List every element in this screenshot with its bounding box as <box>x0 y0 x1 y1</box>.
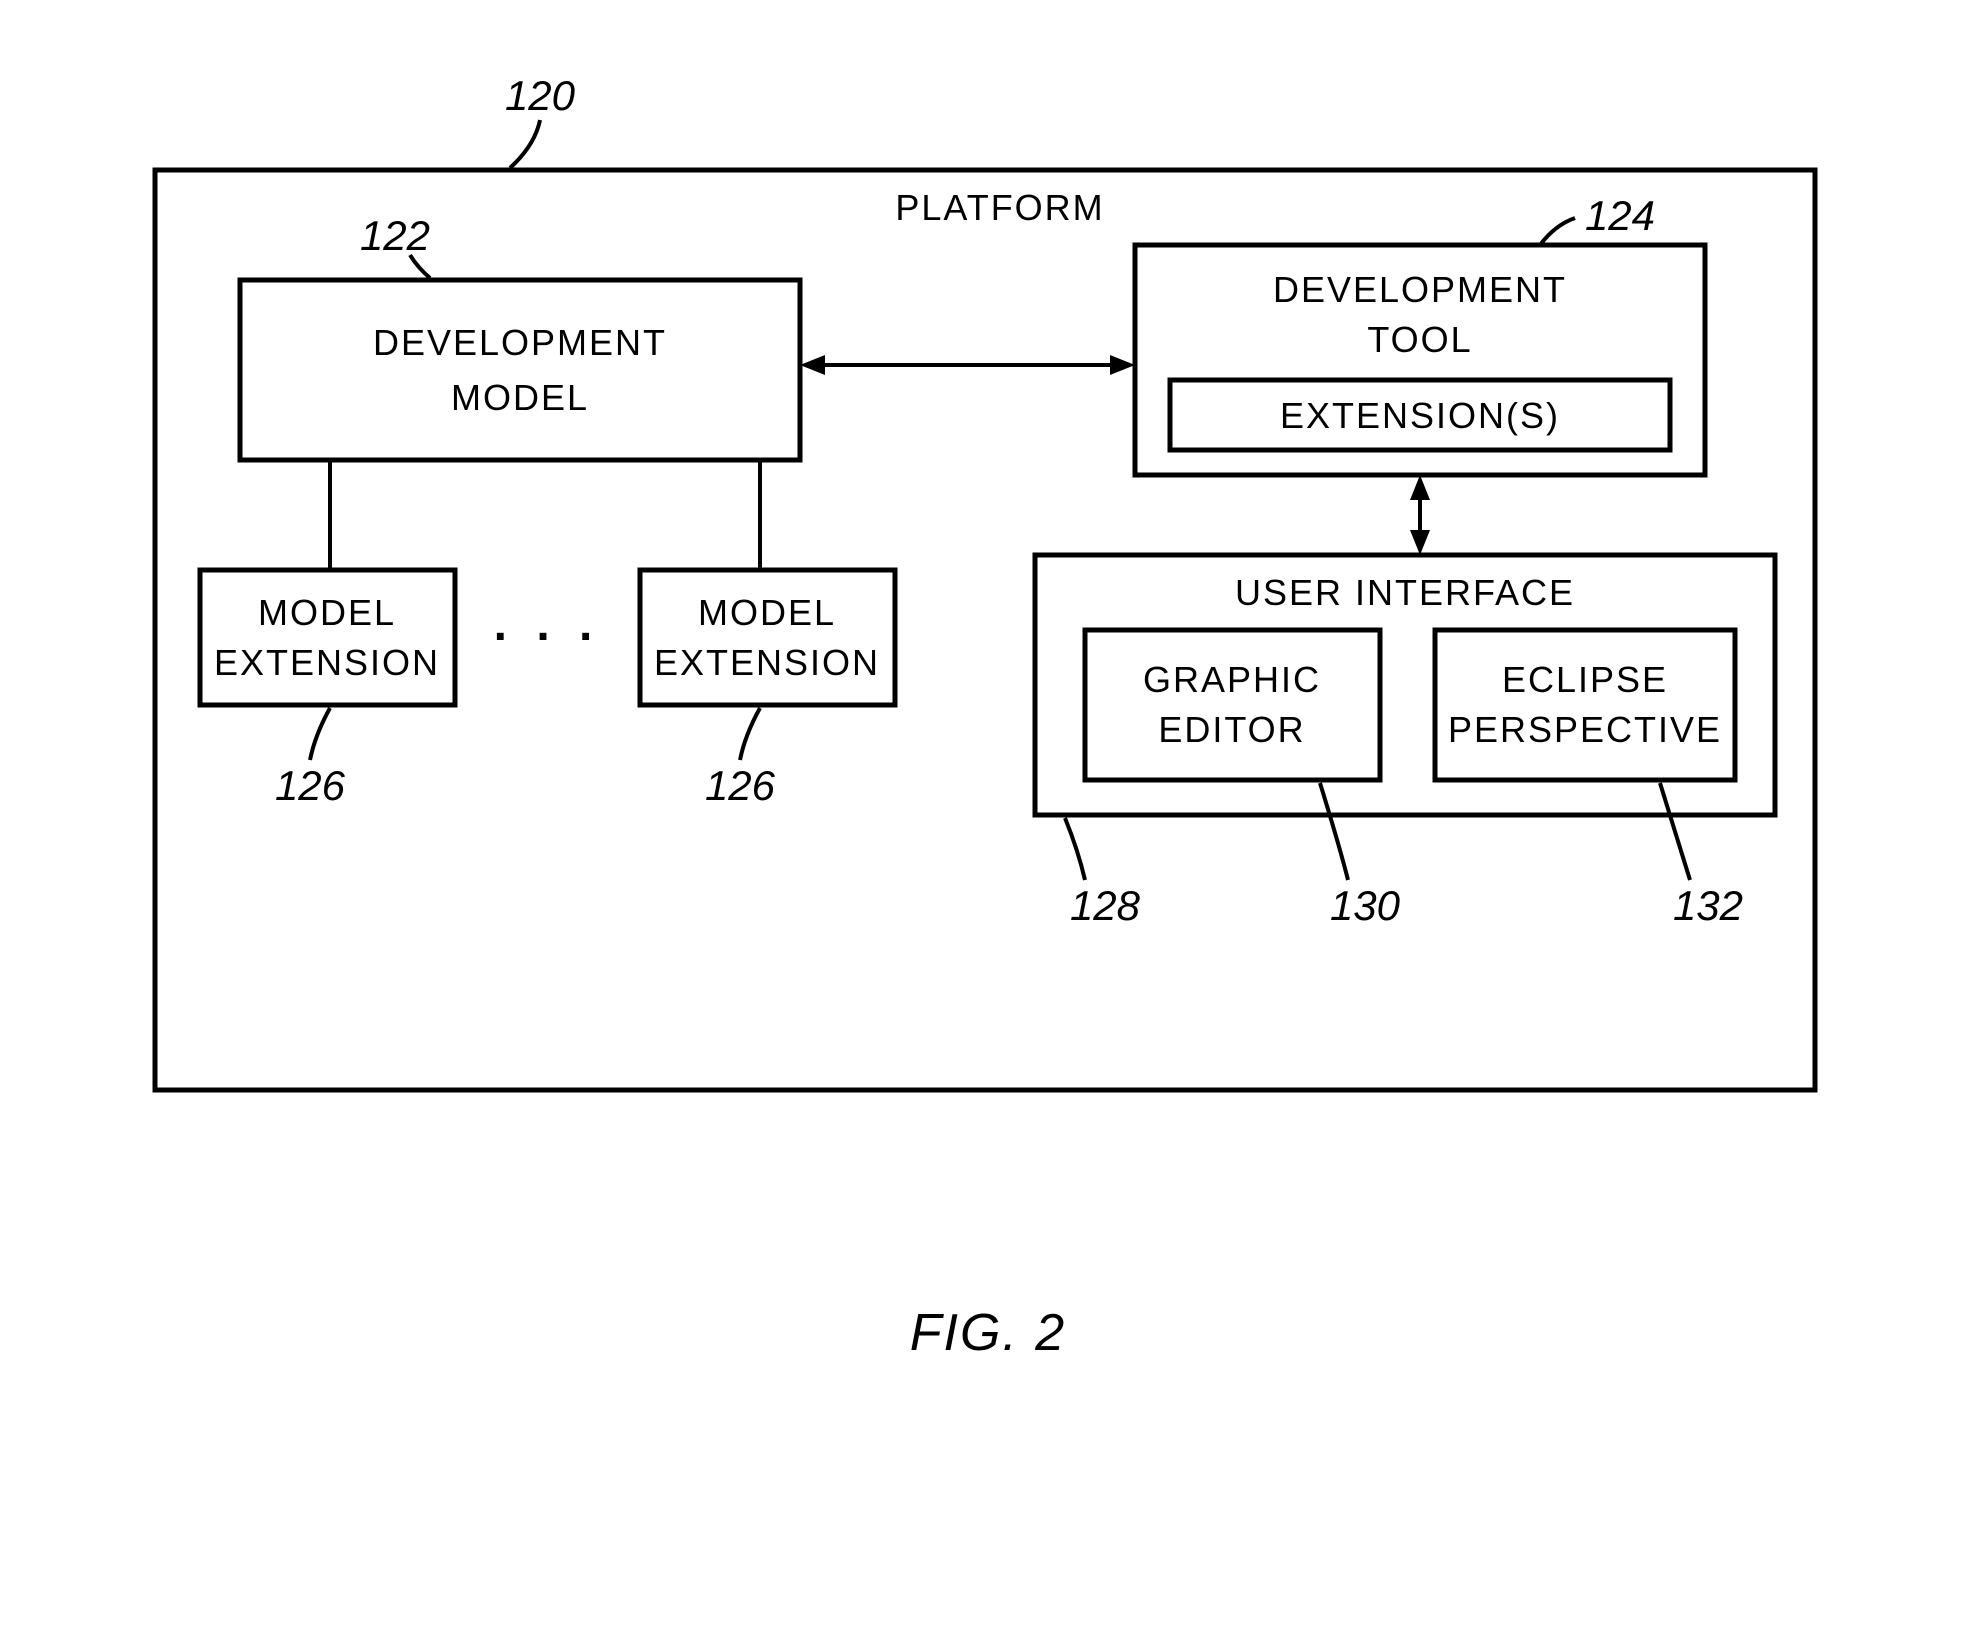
arrow-model-tool-left <box>800 355 825 375</box>
ref-128-lead <box>1065 818 1085 880</box>
ref-126-right: 126 <box>705 762 776 809</box>
arrow-tool-ui-top <box>1410 475 1430 500</box>
ref-132-lead <box>1660 783 1690 880</box>
eclipse-box <box>1435 630 1735 780</box>
ref-124: 124 <box>1585 192 1655 239</box>
eclipse-label-2: PERSPECTIVE <box>1448 709 1722 750</box>
figure-label: FIG. 2 <box>910 1304 1066 1362</box>
dev-model-label-2: MODEL <box>451 377 589 418</box>
model-ext-2-box <box>640 570 895 705</box>
ref-120-lead <box>510 120 540 168</box>
model-ext-1-label-2: EXTENSION <box>214 642 440 683</box>
ellipsis: . . . <box>494 598 601 651</box>
extensions-label: EXTENSION(S) <box>1280 395 1560 436</box>
arrow-tool-ui-bottom <box>1410 530 1430 555</box>
ref-128: 128 <box>1070 882 1141 929</box>
model-ext-2-label-1: MODEL <box>698 592 836 633</box>
dev-model-label-1: DEVELOPMENT <box>373 322 667 363</box>
ref-126-left: 126 <box>275 762 346 809</box>
ref-120: 120 <box>505 72 576 119</box>
ref-126-right-lead <box>740 708 760 760</box>
graphic-editor-label-1: GRAPHIC <box>1143 659 1321 700</box>
ref-126-left-lead <box>310 708 330 760</box>
ref-130: 130 <box>1330 882 1401 929</box>
ui-label: USER INTERFACE <box>1235 572 1575 613</box>
ref-124-lead <box>1540 218 1575 245</box>
graphic-editor-box <box>1085 630 1380 780</box>
dev-model-box <box>240 280 800 460</box>
ref-122: 122 <box>360 212 430 259</box>
model-ext-1-box <box>200 570 455 705</box>
arrow-model-tool-right <box>1110 355 1135 375</box>
graphic-editor-label-2: EDITOR <box>1158 709 1305 750</box>
ref-130-lead <box>1320 783 1348 880</box>
dev-tool-label-1: DEVELOPMENT <box>1273 269 1567 310</box>
diagram-svg: PLATFORM 120 DEVELOPMENT MODEL 122 MODEL… <box>0 0 1977 1646</box>
model-ext-1-label-1: MODEL <box>258 592 396 633</box>
ref-132: 132 <box>1673 882 1743 929</box>
dev-tool-label-2: TOOL <box>1367 319 1472 360</box>
model-ext-2-label-2: EXTENSION <box>654 642 880 683</box>
eclipse-label-1: ECLIPSE <box>1502 659 1668 700</box>
platform-label: PLATFORM <box>895 187 1104 228</box>
